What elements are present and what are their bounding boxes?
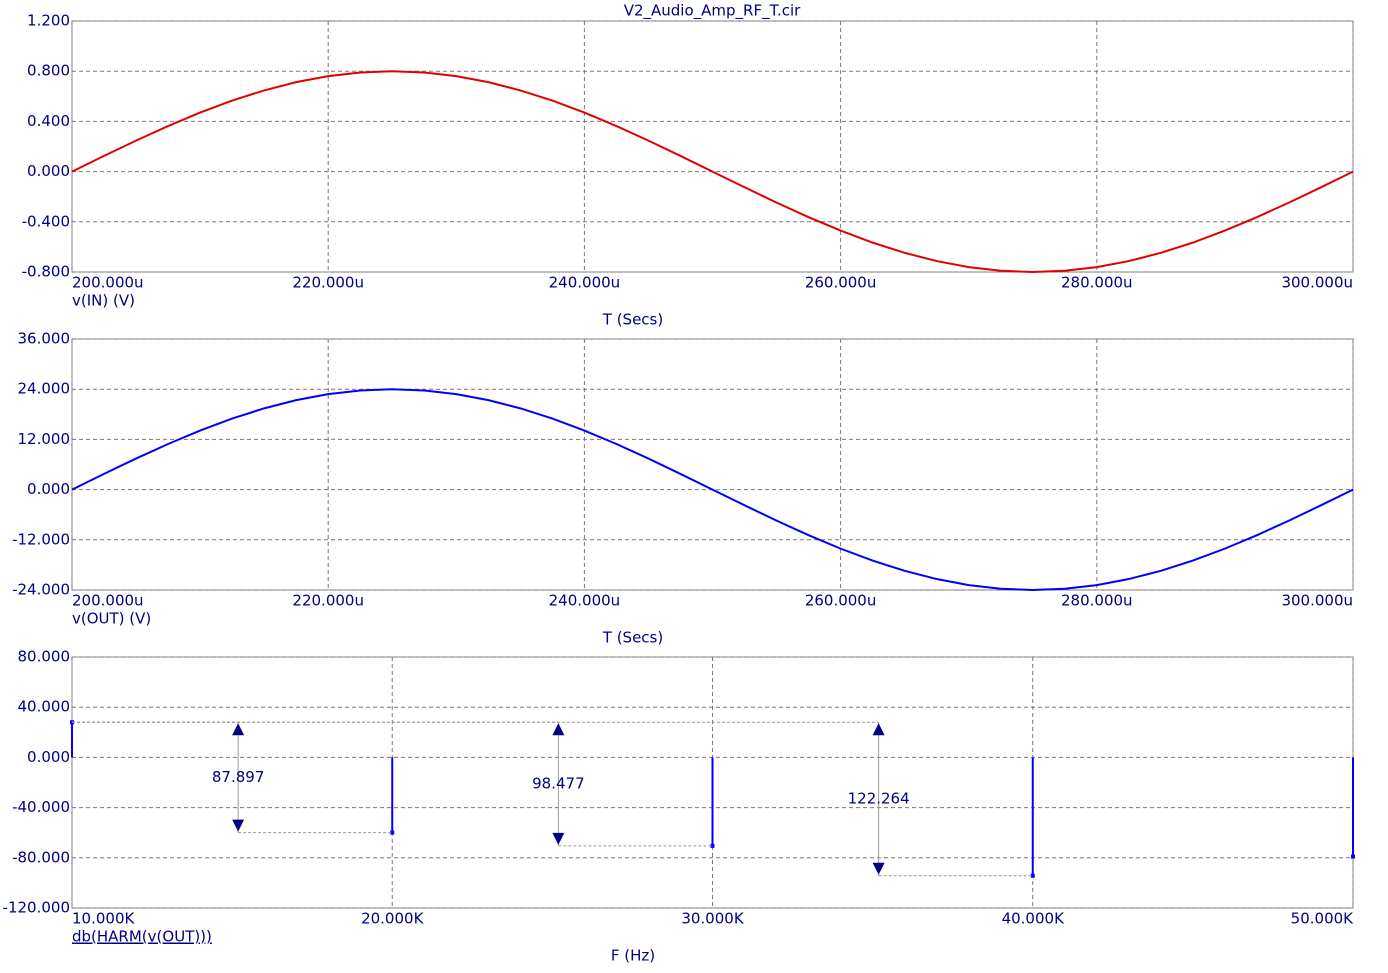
arrow-head: [232, 723, 245, 736]
x-tick-label: 260.000u: [805, 274, 877, 292]
trace-label: v(OUT) (V): [72, 610, 151, 628]
trace-label: db(HARM(v(OUT))): [72, 928, 212, 946]
x-tick-label: 220.000u: [292, 592, 364, 610]
y-tick-label: 12.000: [18, 430, 71, 448]
y-tick-label: 24.000: [18, 380, 71, 398]
measure-label: 98.477: [532, 775, 585, 793]
y-tick-label: 0.000: [27, 748, 70, 766]
y-tick-label: 40.000: [18, 698, 71, 716]
trace: [71, 388, 1354, 592]
stem-marker: [390, 830, 395, 835]
plot-frame: [71, 338, 1354, 591]
y-tick-label: -0.800: [22, 263, 70, 281]
trace: [71, 70, 1354, 274]
y-tick-label: -80.000: [12, 848, 70, 866]
arrow-head: [552, 723, 565, 736]
x-tick-label: 20.000K: [361, 910, 424, 928]
x-axis-label: T (Secs): [602, 629, 663, 647]
y-tick-label: -12.000: [12, 530, 70, 548]
x-tick-label: 240.000u: [549, 274, 621, 292]
x-tick-label: 280.000u: [1061, 274, 1133, 292]
x-tick-label: 240.000u: [549, 592, 621, 610]
y-tick-label: 0.800: [27, 62, 70, 80]
y-tick-label: -40.000: [12, 798, 70, 816]
y-tick-label: -0.400: [22, 212, 70, 230]
x-axis-label: T (Secs): [602, 311, 663, 329]
measure-label: 87.897: [212, 768, 265, 786]
arrow-head: [872, 723, 885, 736]
chart-title: V2_Audio_Amp_RF_T.cir: [624, 2, 801, 21]
x-tick-label: 300.000u: [1281, 274, 1353, 292]
y-tick-label: 0.400: [27, 112, 70, 130]
y-tick-label: 0.000: [27, 480, 70, 498]
stem-marker: [1351, 854, 1355, 859]
y-tick-label: -120.000: [3, 899, 70, 917]
x-tick-label: 10.000K: [72, 910, 135, 928]
x-tick-label: 200.000u: [72, 274, 144, 292]
trace-label: v(IN) (V): [72, 292, 135, 310]
y-tick-label: 0.000: [27, 162, 70, 180]
stem-marker: [1030, 873, 1035, 878]
x-tick-label: 300.000u: [1281, 592, 1353, 610]
x-tick-label: 220.000u: [292, 274, 364, 292]
y-tick-label: -24.000: [12, 581, 70, 599]
x-tick-label: 260.000u: [805, 592, 877, 610]
stem-marker: [710, 843, 715, 848]
arrow-head: [232, 819, 245, 832]
x-axis-label: F (Hz): [611, 947, 655, 965]
x-tick-label: 200.000u: [72, 592, 144, 610]
arrow-head: [872, 862, 885, 875]
x-tick-label: 40.000K: [1002, 910, 1065, 928]
x-tick-label: 30.000K: [681, 910, 744, 928]
y-tick-label: 36.000: [18, 330, 71, 348]
x-tick-label: 50.000K: [1291, 910, 1354, 928]
arrow-head: [552, 832, 565, 845]
measure-label: 122.264: [848, 789, 910, 807]
x-tick-label: 280.000u: [1061, 592, 1133, 610]
plot-frame: [71, 20, 1354, 273]
y-tick-label: 80.000: [18, 648, 71, 666]
y-tick-label: 1.200: [27, 12, 70, 30]
